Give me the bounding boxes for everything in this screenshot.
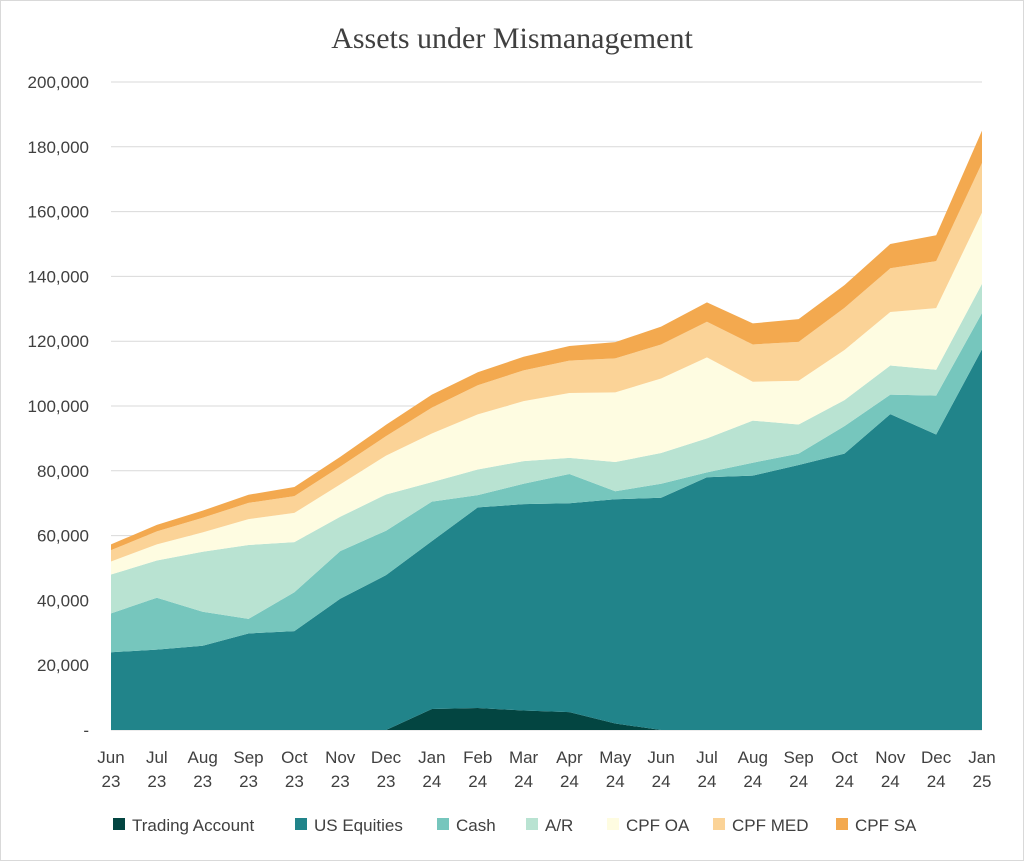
x-tick-label: Sep 24 (784, 748, 814, 791)
legend-item: CPF SA (836, 816, 917, 835)
y-tick-label: 120,000 (28, 332, 89, 351)
x-tick-label: Oct 24 (831, 748, 858, 791)
legend: Trading Account US Equities Cash A/R CPF OA C… (113, 816, 917, 835)
legend-item: Trading Account (113, 816, 254, 835)
legend-item: CPF OA (607, 816, 690, 835)
x-tick-label: Jan 25 (968, 748, 995, 791)
legend-label: CPF SA (855, 816, 917, 835)
x-tick-label: Aug 24 (738, 748, 768, 791)
area-us-equities (111, 349, 982, 730)
legend-swatch (713, 818, 725, 830)
area-a-r (111, 283, 982, 619)
legend-label: Cash (456, 816, 496, 835)
y-tick-label: 160,000 (28, 203, 89, 222)
y-tick-label: 140,000 (28, 267, 89, 286)
area-cpf-oa (111, 212, 982, 575)
x-tick-label: Oct 23 (281, 748, 308, 791)
x-tick-label: Aug 23 (188, 748, 218, 791)
legend-item: US Equities (295, 816, 403, 835)
y-tick-label: - (83, 721, 89, 740)
legend-label: CPF MED (732, 816, 809, 835)
y-tick-label: 200,000 (28, 73, 89, 92)
x-axis-tick-labels: Jun 23 Jul 23 Aug 23 Sep 23 Oct 23 Nov 23 Dec 23 Jan 24… (97, 748, 995, 791)
x-tick-label: Jul 23 (146, 748, 168, 791)
legend-item: Cash (437, 816, 496, 835)
x-tick-label: Jan 24 (418, 748, 445, 791)
x-tick-label: Dec 23 (371, 748, 402, 791)
area-cash (111, 313, 982, 653)
x-tick-label: Jun 23 (97, 748, 124, 791)
x-tick-label: Nov 24 (875, 748, 906, 791)
legend-label: A/R (545, 816, 573, 835)
x-tick-label: Dec 24 (921, 748, 952, 791)
y-tick-label: 60,000 (37, 527, 89, 546)
legend-swatch (836, 818, 848, 830)
legend-swatch (607, 818, 619, 830)
x-tick-label: Jun 24 (647, 748, 674, 791)
x-tick-label: Jul 24 (696, 748, 718, 791)
x-tick-label: Feb 24 (463, 748, 492, 791)
y-tick-label: 40,000 (37, 591, 89, 610)
y-tick-label: 180,000 (28, 138, 89, 157)
legend-swatch (437, 818, 449, 830)
x-tick-label: May 24 (599, 748, 632, 791)
series-areas (111, 130, 982, 730)
area-cpf-med (111, 163, 982, 562)
legend-label: Trading Account (132, 816, 254, 835)
y-axis-tick-labels: - 20,000 40,000 60,000 80,000 100,000 120,000 1… (28, 73, 89, 740)
legend-swatch (526, 818, 538, 830)
x-tick-label: Nov 23 (325, 748, 356, 791)
x-tick-label: Mar 24 (509, 748, 539, 791)
legend-swatch (113, 818, 125, 830)
y-tick-label: 100,000 (28, 397, 89, 416)
x-tick-label: Apr 24 (556, 748, 583, 791)
y-tick-label: 20,000 (37, 656, 89, 675)
legend-label: CPF OA (626, 816, 690, 835)
legend-label: US Equities (314, 816, 403, 835)
legend-item: CPF MED (713, 816, 809, 835)
area-trading-account (111, 707, 982, 730)
legend-item: A/R (526, 816, 573, 835)
chart-title: Assets under Mismanagement (331, 22, 693, 55)
legend-swatch (295, 818, 307, 830)
y-tick-label: 80,000 (37, 462, 89, 481)
x-tick-label: Sep 23 (233, 748, 263, 791)
